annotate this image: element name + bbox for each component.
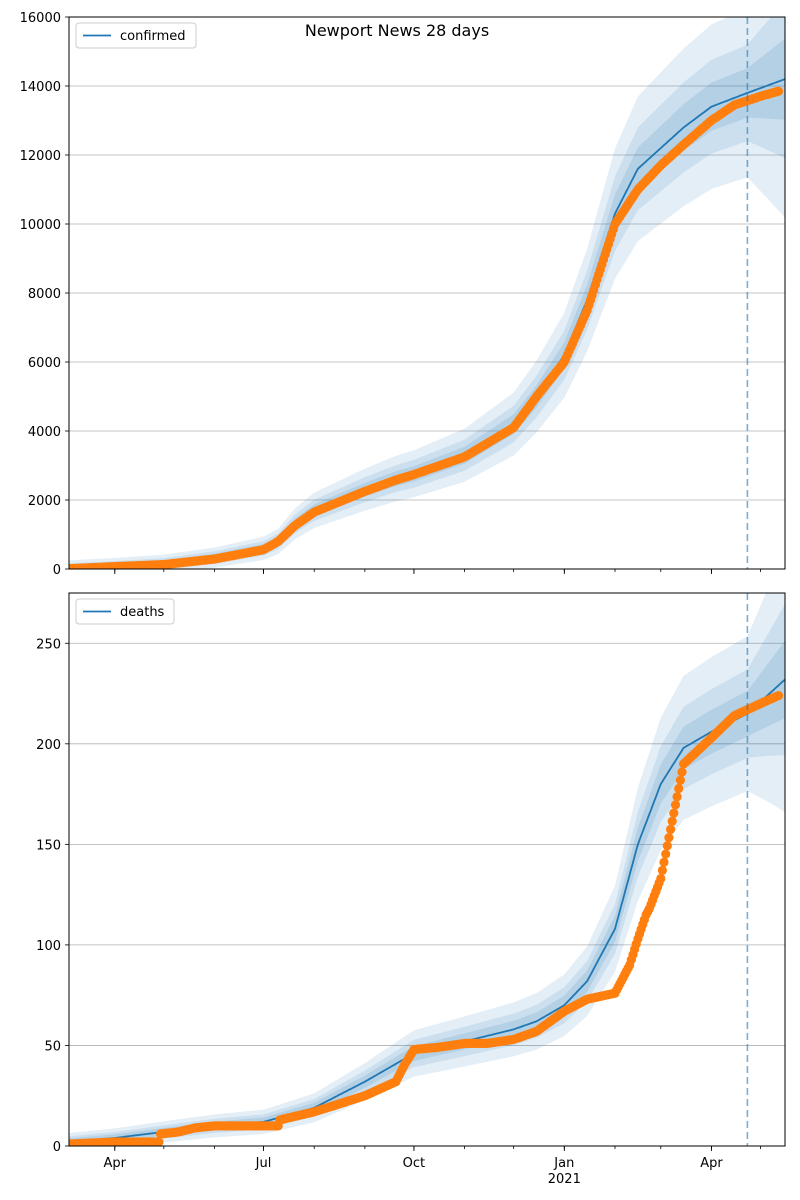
x-tick-label: Jul [255, 1156, 272, 1171]
x-tick-label: Apr [700, 1156, 723, 1171]
legend: deaths [75, 598, 175, 625]
legend-label: confirmed [120, 29, 186, 44]
y-tick-label: 200 [36, 738, 61, 753]
observed-point [674, 783, 684, 794]
uncertainty-band [69, 17, 785, 569]
y-tick-label: 150 [36, 838, 61, 853]
y-tick-label: 0 [53, 563, 61, 578]
uncertainty-band [69, 38, 785, 569]
observed-point [667, 816, 677, 826]
observed-point [661, 849, 671, 859]
observed-point [666, 824, 676, 835]
observed-point [773, 86, 784, 96]
y-tick-label: 0 [53, 1140, 61, 1155]
legend-label: deaths [120, 605, 165, 620]
y-tick-label: 6000 [28, 356, 61, 371]
x-tick-label: Apr [104, 1156, 127, 1171]
plot-contents [69, 17, 785, 569]
x-tick-label: Jan [553, 1156, 574, 1171]
legend-box [75, 598, 175, 625]
legend-box [75, 22, 197, 49]
y-tick-label: 8000 [28, 287, 61, 302]
chart-title: Newport News 28 days [305, 21, 489, 40]
y-tick-label: 100 [36, 939, 61, 954]
uncertainty-band [69, 603, 785, 1146]
plot-frame [68, 592, 786, 1147]
observed-point [656, 873, 666, 884]
observed-point [672, 792, 682, 802]
observed-point [659, 857, 669, 867]
uncertainty-band [69, 593, 785, 1146]
legend: confirmed [75, 22, 197, 49]
y-tick-label: 2000 [28, 494, 61, 509]
y-tick-label: 4000 [28, 425, 61, 440]
y-tick-label: 50 [44, 1039, 61, 1054]
observed-point [657, 865, 668, 876]
observed-point [669, 808, 679, 818]
observed-point [662, 841, 672, 851]
x-tick-sublabel: 2021 [548, 1172, 581, 1187]
observed-point [670, 800, 681, 810]
plot-frame [68, 16, 786, 570]
observed-point [675, 775, 686, 785]
observed-point [664, 833, 674, 843]
y-tick-label: 12000 [20, 149, 61, 164]
confirmed-panel: 0 2000 4000 6000 8000 10000 12000 14000 16000 con… [20, 11, 786, 578]
y-tick-label: 250 [36, 637, 61, 652]
uncertainty-band [69, 17, 785, 569]
observed-point [773, 691, 784, 701]
plot-contents [69, 593, 785, 1146]
observed-point [677, 767, 687, 777]
x-tick-label: Oct [403, 1156, 425, 1171]
y-tick-label: 16000 [20, 11, 61, 26]
y-tick-label: 10000 [20, 218, 61, 233]
observed-point [154, 1137, 164, 1146]
y-tick-label: 14000 [20, 80, 61, 95]
